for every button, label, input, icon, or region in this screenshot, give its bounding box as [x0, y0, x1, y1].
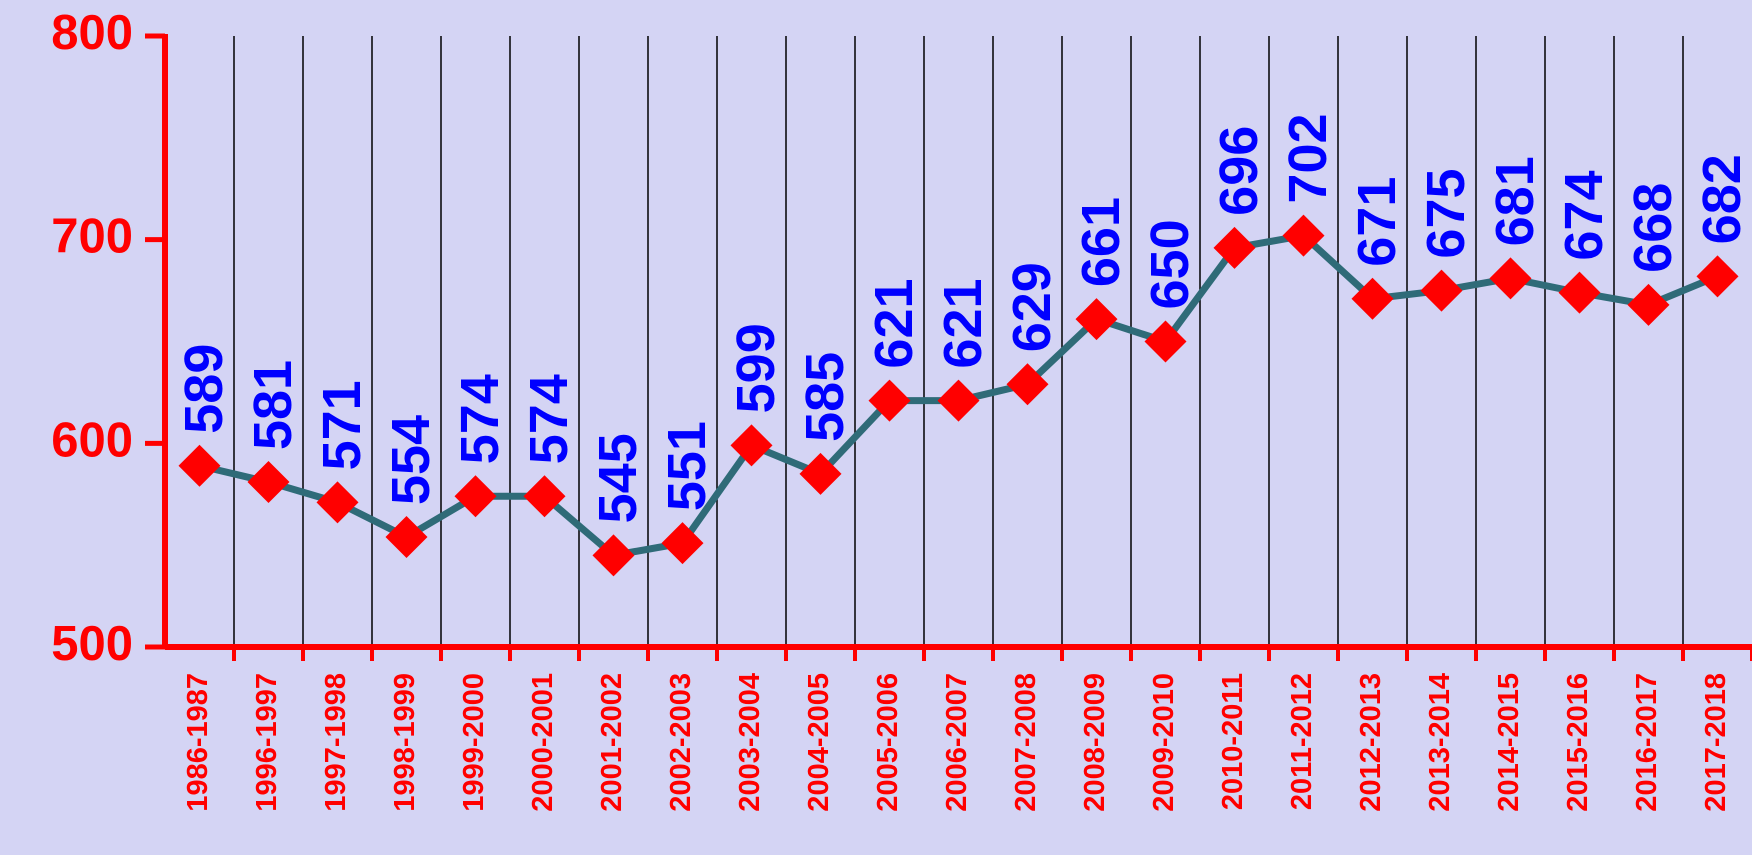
value-label: 629 — [1002, 262, 1062, 352]
x-tick-label: 1997-1998 — [320, 673, 352, 812]
x-tick-label: 2007-2008 — [1010, 673, 1042, 812]
x-tick-label: 2010-2011 — [1217, 673, 1249, 810]
y-tick-label: 600 — [51, 413, 133, 467]
value-label: 551 — [657, 421, 717, 511]
value-label: 661 — [1071, 197, 1131, 287]
value-label: 674 — [1554, 171, 1614, 261]
marker — [661, 522, 704, 565]
x-tick-label: 2003-2004 — [734, 673, 766, 812]
value-label: 545 — [588, 433, 648, 523]
marker — [523, 475, 566, 518]
value-label: 702 — [1278, 113, 1338, 203]
marker — [937, 379, 980, 422]
value-label: 682 — [1692, 154, 1752, 244]
x-tick-label: 2011-2012 — [1286, 673, 1318, 810]
value-label: 571 — [312, 380, 372, 470]
x-tick-label: 2008-2009 — [1079, 673, 1111, 812]
x-tick-label: 2000-2001 — [527, 673, 559, 812]
marker — [1627, 283, 1670, 326]
x-tick-label: 2016-2017 — [1631, 673, 1663, 812]
x-tick-label: 2001-2002 — [596, 673, 628, 812]
marker — [1558, 271, 1601, 314]
x-tick-label: 1996-1997 — [251, 673, 283, 812]
x-tick-label: 2012-2013 — [1355, 673, 1387, 812]
y-tick-label: 500 — [51, 617, 133, 671]
value-label: 585 — [795, 352, 855, 442]
value-label: 696 — [1209, 126, 1269, 216]
marker — [1696, 255, 1739, 298]
marker — [1006, 363, 1049, 406]
x-tick-label: 2013-2014 — [1424, 673, 1456, 812]
value-label: 671 — [1347, 177, 1407, 267]
marker — [1213, 226, 1256, 269]
value-label: 581 — [243, 360, 303, 450]
x-tick-label: 2004-2005 — [803, 673, 835, 812]
marker — [799, 452, 842, 495]
x-tick-label: 2005-2006 — [872, 673, 904, 812]
x-tick-label: 1986-1987 — [182, 673, 214, 812]
marker — [1420, 269, 1463, 312]
y-tick-label: 800 — [51, 6, 133, 60]
value-label: 554 — [381, 415, 441, 505]
x-tick-label: 2014-2015 — [1493, 673, 1525, 812]
value-label: 574 — [519, 374, 579, 464]
marker — [316, 481, 359, 524]
marker — [1075, 298, 1118, 341]
x-tick-label: 2009-2010 — [1148, 673, 1180, 812]
marker — [1282, 214, 1325, 257]
value-label: 668 — [1623, 183, 1683, 273]
marker — [454, 475, 497, 518]
marker — [730, 424, 773, 467]
value-label: 650 — [1140, 219, 1200, 309]
x-tick-label: 2017-2018 — [1700, 673, 1732, 812]
x-tick-label: 2006-2007 — [941, 673, 973, 812]
x-tick-label: 2015-2016 — [1562, 673, 1594, 812]
marker — [178, 444, 221, 487]
x-tick-label: 1998-1999 — [389, 673, 421, 812]
x-tick-label: 2002-2003 — [665, 673, 697, 812]
x-tick-label: 1999-2000 — [458, 673, 490, 812]
y-tick-label: 700 — [51, 210, 133, 264]
value-label: 675 — [1416, 168, 1476, 258]
value-label: 621 — [864, 278, 924, 368]
value-label: 589 — [174, 344, 234, 434]
marker — [385, 516, 428, 559]
value-label: 681 — [1485, 156, 1545, 246]
marker — [1144, 320, 1187, 363]
value-label: 599 — [726, 323, 786, 413]
marker — [247, 461, 290, 504]
marker — [1351, 277, 1394, 320]
marker — [592, 534, 635, 577]
value-label: 574 — [450, 374, 510, 464]
marker — [1489, 257, 1532, 300]
marker — [868, 379, 911, 422]
value-label: 621 — [933, 278, 993, 368]
